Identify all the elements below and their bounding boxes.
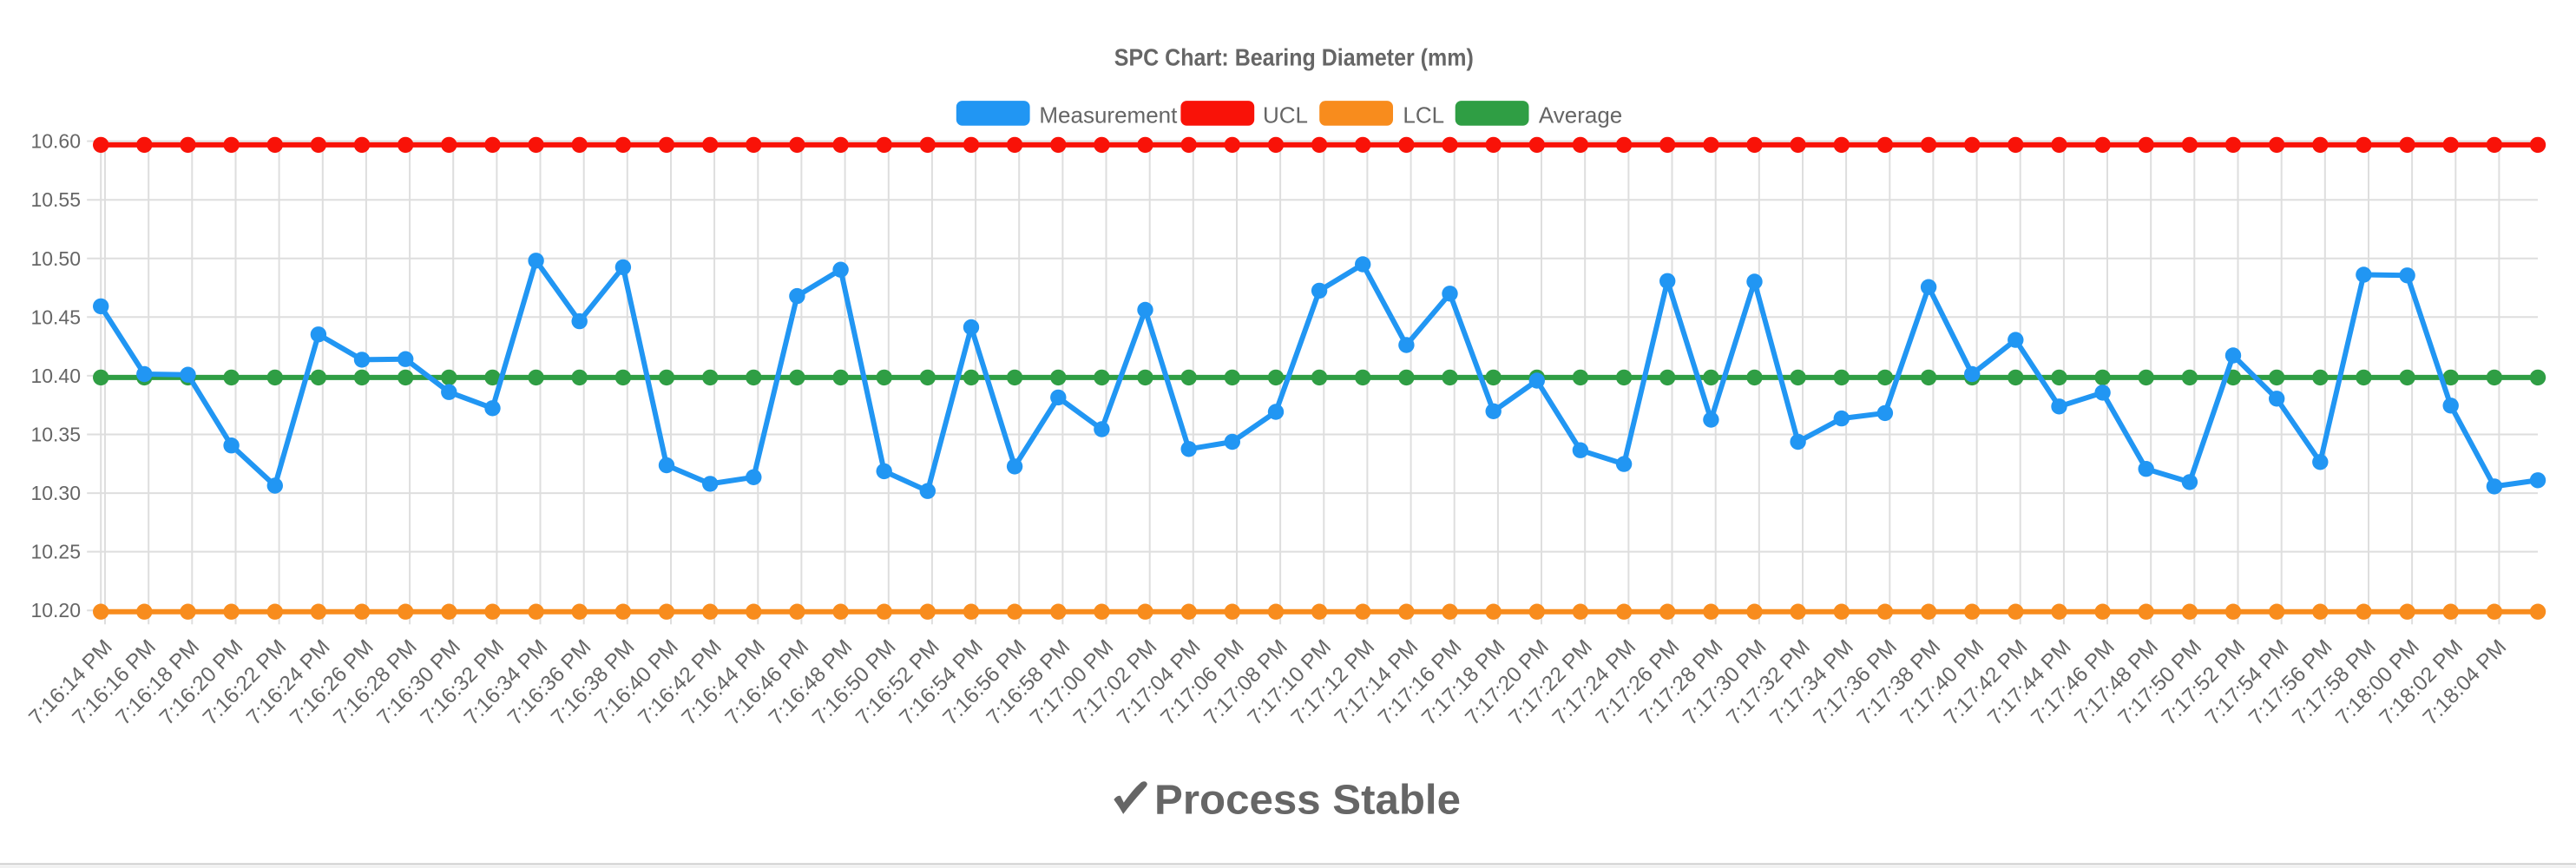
svg-text:10.25: 10.25 [30,541,81,563]
svg-text:10.35: 10.35 [30,424,81,446]
svg-text:10.30: 10.30 [30,482,81,504]
svg-text:LCL: LCL [1403,102,1444,128]
svg-text:Process Stable: Process Stable [1154,778,1461,824]
svg-text:10.45: 10.45 [30,306,81,328]
svg-text:10.20: 10.20 [30,599,81,621]
svg-text:10.60: 10.60 [30,130,81,153]
svg-text:SPC Chart: Bearing Diameter (m: SPC Chart: Bearing Diameter (mm) [1114,44,1474,71]
svg-text:Average: Average [1539,102,1622,128]
svg-text:10.55: 10.55 [30,188,81,211]
svg-text:Measurement: Measurement [1039,102,1178,128]
svg-text:10.50: 10.50 [30,247,81,270]
svg-text:UCL: UCL [1263,102,1308,128]
svg-text:10.40: 10.40 [30,365,81,387]
